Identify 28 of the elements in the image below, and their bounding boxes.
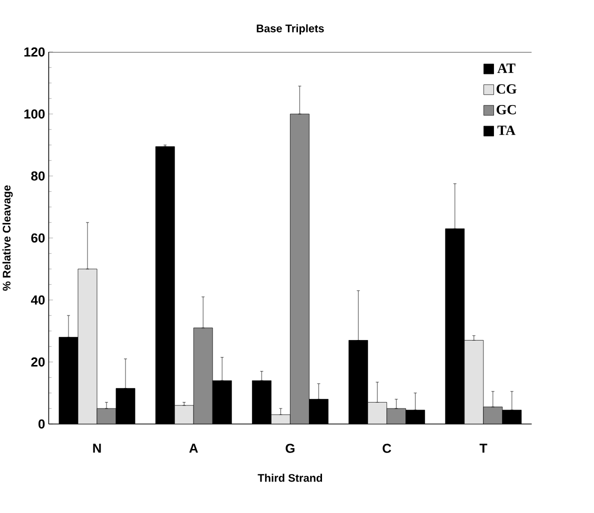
y-tick-label: 0 bbox=[38, 419, 45, 429]
bar bbox=[96, 408, 116, 424]
bar bbox=[386, 408, 406, 424]
bar bbox=[483, 406, 503, 424]
legend-label: AT bbox=[497, 64, 516, 73]
bar bbox=[78, 268, 98, 424]
x-axis-title: Third Strand bbox=[258, 474, 322, 482]
x-tick-label: N bbox=[93, 444, 101, 453]
y-tick-label: 40 bbox=[30, 295, 45, 305]
bar bbox=[464, 340, 484, 424]
x-tick-label: T bbox=[480, 444, 488, 453]
x-tick-label: A bbox=[189, 444, 198, 453]
y-tick-label: 120 bbox=[24, 47, 45, 57]
bar bbox=[368, 402, 388, 424]
y-tick-label: 100 bbox=[24, 109, 45, 119]
y-tick-label: 60 bbox=[31, 233, 45, 243]
x-tick-label: G bbox=[286, 444, 294, 453]
y-tick-label: 20 bbox=[31, 357, 45, 367]
chart-title: Base Triplets bbox=[256, 24, 324, 34]
bar bbox=[290, 114, 310, 424]
bar bbox=[193, 328, 213, 424]
legend-label: GC bbox=[496, 105, 516, 114]
y-tick-label: 80 bbox=[31, 171, 45, 181]
y-axis-title: % Relative Cleavage bbox=[2, 185, 13, 291]
legend-label: CG bbox=[496, 84, 516, 94]
legend-label: TA bbox=[497, 126, 516, 135]
x-tick-label: C bbox=[382, 444, 392, 453]
bar bbox=[174, 405, 194, 424]
